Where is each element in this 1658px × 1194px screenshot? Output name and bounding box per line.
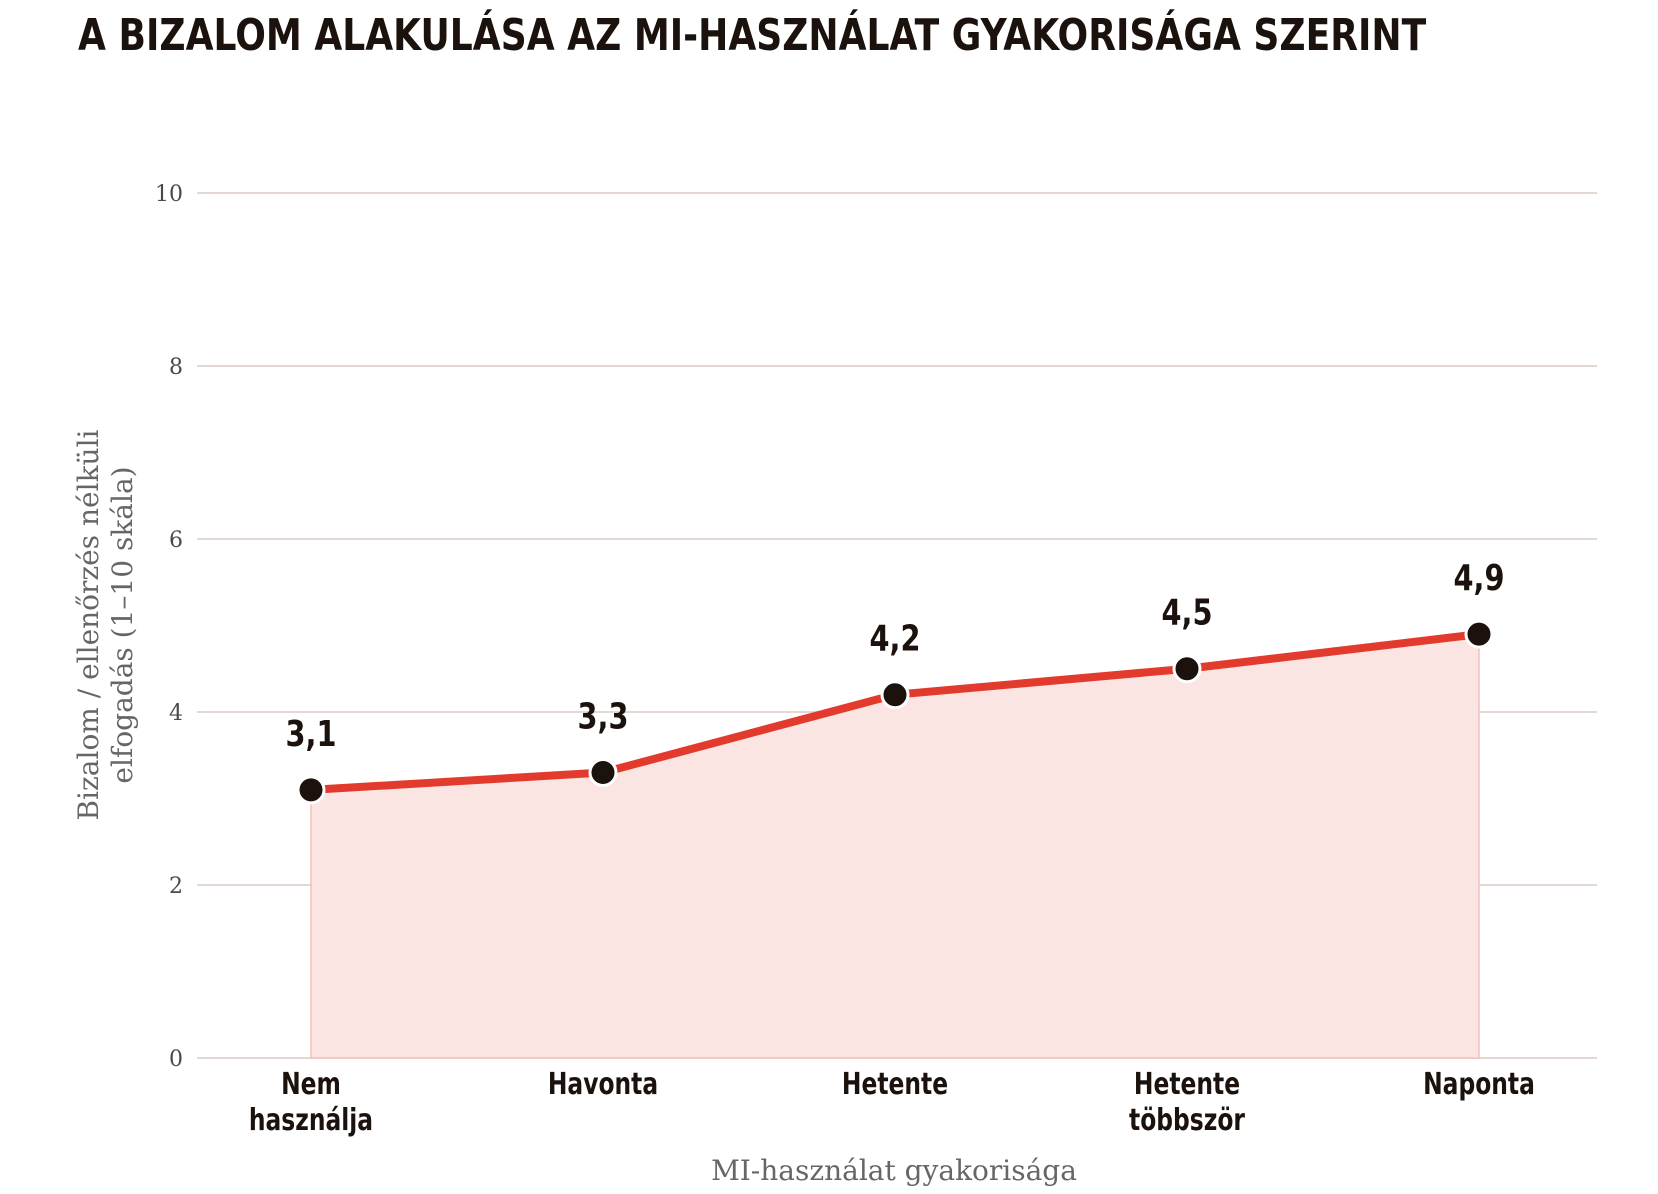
data-point <box>880 680 910 710</box>
data-label: 4,2 <box>870 618 921 660</box>
y-axis-label-group: Bizalom / ellenőrzés nélkülielfogadás (1… <box>72 429 139 820</box>
data-point <box>1172 654 1202 684</box>
data-label: 4,5 <box>1162 592 1213 634</box>
x-tick-label: Havonta <box>548 1067 658 1102</box>
data-label: 3,1 <box>286 713 337 755</box>
x-tick-line: használja <box>249 1103 373 1138</box>
y-tick-label: 10 <box>155 182 183 207</box>
y-tick-label: 8 <box>169 355 183 380</box>
y-tick-label: 0 <box>169 1047 183 1072</box>
x-tick-line: Havonta <box>548 1067 658 1102</box>
x-tick-line: Naponta <box>1423 1067 1535 1102</box>
data-labels: 3,1 3,3 4,2 4,5 4,9 <box>286 557 1505 755</box>
data-label: 3,3 <box>578 695 629 737</box>
x-tick-line: Hetente <box>1134 1067 1240 1102</box>
x-tick-line: Nem <box>281 1067 341 1102</box>
data-point <box>588 758 618 788</box>
data-markers <box>296 619 1494 805</box>
x-axis-label: MI-használat gyakorisága <box>711 1154 1077 1187</box>
y-axis-label-line: Bizalom / ellenőrzés nélküli <box>72 429 105 820</box>
x-tick-label: Hetente többször <box>1129 1067 1246 1138</box>
chart-title: A BIZALOM ALAKULÁSA AZ MI-HASZNÁLAT GYAK… <box>78 10 1427 61</box>
x-tick-label: Hetente <box>842 1067 948 1102</box>
y-tick-label: 6 <box>169 528 183 553</box>
x-tick-line: Hetente <box>842 1067 948 1102</box>
x-tick-line: többször <box>1129 1103 1246 1138</box>
y-axis-label-line: elfogadás (1–10 skála) <box>106 466 139 783</box>
data-point <box>296 775 326 805</box>
x-tick-label: Nem használja <box>249 1067 373 1138</box>
y-tick-labels: 0 2 4 6 8 10 <box>155 182 183 1072</box>
data-point <box>1464 619 1494 649</box>
x-tick-label: Naponta <box>1423 1067 1535 1102</box>
y-tick-label: 4 <box>169 701 183 726</box>
y-tick-label: 2 <box>169 874 183 899</box>
y-axis-label: Bizalom / ellenőrzés nélkülielfogadás (1… <box>72 429 139 820</box>
data-label: 4,9 <box>1454 557 1505 599</box>
